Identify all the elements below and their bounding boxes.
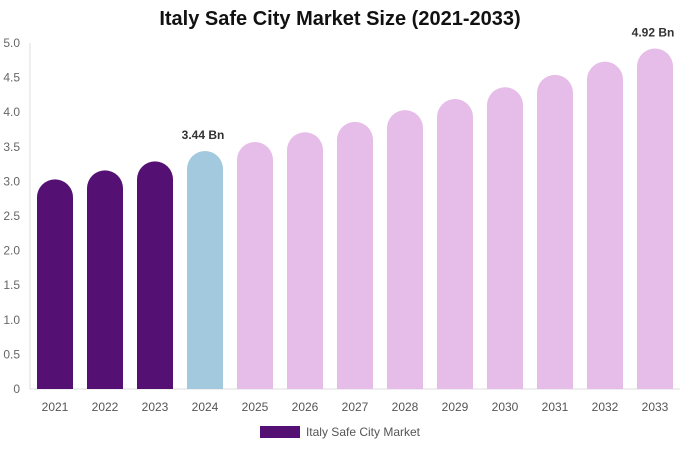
y-tick-label: 1.5 — [3, 278, 20, 292]
y-tick-label: 5.0 — [3, 36, 20, 50]
bar-2033 — [637, 48, 673, 389]
bar-2028 — [387, 110, 423, 389]
x-tick-label: 2025 — [242, 400, 269, 414]
y-tick-label: 4.5 — [3, 71, 20, 85]
bar-2026 — [287, 132, 323, 389]
y-tick-label: 4.0 — [3, 105, 20, 119]
bar-2029 — [437, 99, 473, 389]
bar-2031 — [537, 74, 573, 389]
bar-2030 — [487, 87, 523, 390]
legend-label: Italy Safe City Market — [305, 425, 421, 439]
y-tick-label: 3.0 — [3, 174, 20, 188]
chart-title: Italy Safe City Market Size (2021-2033) — [159, 8, 521, 30]
y-tick-label: 2.5 — [3, 209, 20, 223]
bar-2025 — [237, 141, 273, 389]
x-tick-label: 2033 — [642, 400, 669, 414]
y-tick-label: 0.5 — [3, 347, 20, 361]
bar-2024 — [187, 150, 223, 389]
x-tick-label: 2023 — [142, 400, 169, 414]
x-tick-label: 2028 — [392, 400, 419, 414]
x-tick-label: 2027 — [342, 400, 369, 414]
x-tick-label: 2031 — [542, 400, 569, 414]
bar-2021 — [37, 179, 73, 389]
bar-2027 — [337, 121, 373, 389]
x-tick-label: 2024 — [192, 400, 219, 414]
x-tick-label: 2021 — [42, 400, 69, 414]
y-tick-label: 3.5 — [3, 140, 20, 154]
y-tick-label: 0 — [13, 382, 20, 396]
x-tick-label: 2029 — [442, 400, 469, 414]
x-tick-label: 2022 — [92, 400, 119, 414]
legend: Italy Safe City Market — [0, 425, 680, 439]
data-label: 3.44 Bn — [182, 128, 225, 142]
x-tick-label: 2032 — [592, 400, 619, 414]
legend-swatch — [259, 426, 300, 438]
bar-2023 — [137, 161, 173, 389]
x-tick-label: 2026 — [292, 400, 319, 414]
x-tick-label: 2030 — [492, 400, 519, 414]
y-tick-label: 2.0 — [3, 244, 20, 258]
y-tick-label: 1.0 — [3, 313, 20, 327]
bar-2022 — [87, 170, 123, 389]
bar-2032 — [587, 61, 623, 390]
data-label: 4.92 Bn — [632, 26, 675, 40]
